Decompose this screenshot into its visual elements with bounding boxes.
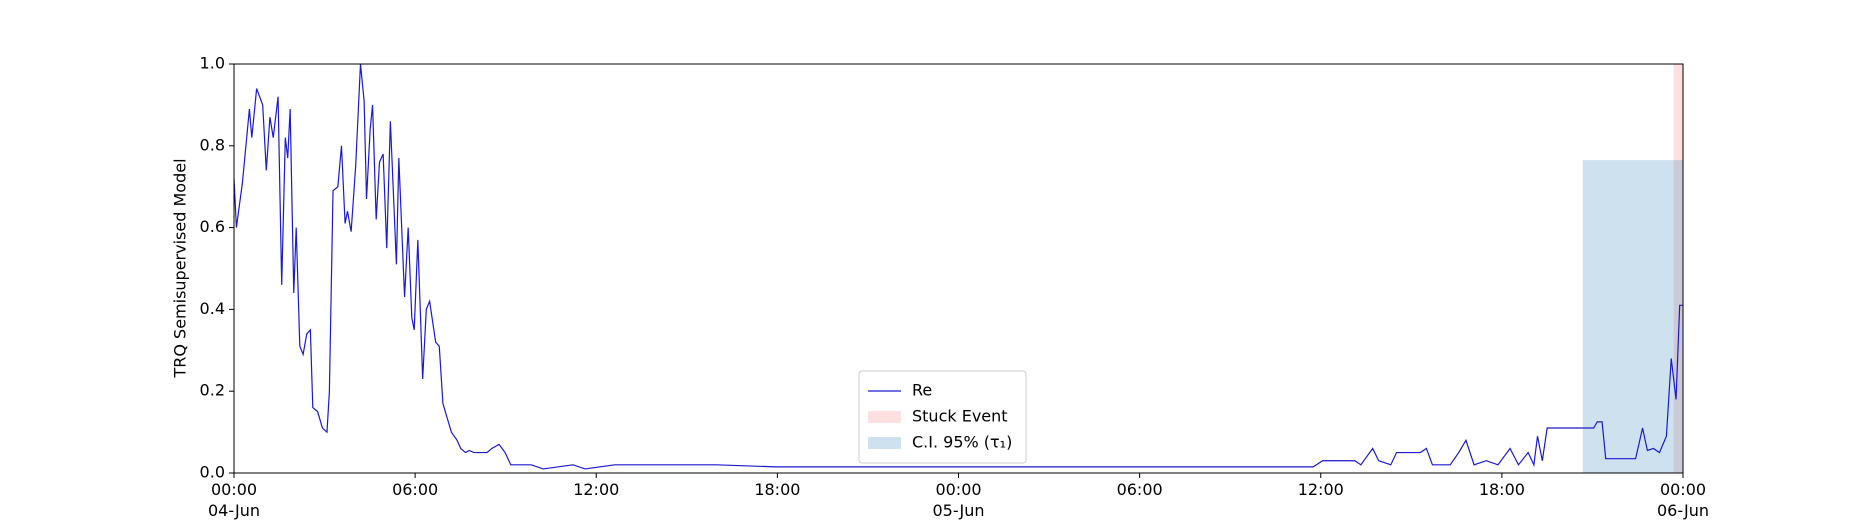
legend-label: C.I. 95% (τ₁) xyxy=(912,433,1012,452)
legend-box xyxy=(858,370,1027,464)
legend-label: Re xyxy=(912,381,932,400)
y-tick-label: 0.6 xyxy=(200,217,225,236)
legend-label: Stuck Event xyxy=(912,407,1008,426)
x-tick-label: 12:00 xyxy=(1298,480,1344,499)
line xyxy=(233,63,1683,470)
y-tick-label: 0.2 xyxy=(200,381,225,400)
x-tick-label: 06:00 xyxy=(1117,480,1163,499)
y-axis-label: TRQ Semisupervised Model xyxy=(171,158,190,378)
x-tick-label: 18:00 xyxy=(754,480,800,499)
x-tick-label: 00:00 06-Jun xyxy=(1657,480,1709,520)
y-tick-label: 0.4 xyxy=(200,299,225,318)
y-tick-label: 1.0 xyxy=(200,54,225,73)
x-tick-label: 12:00 xyxy=(573,480,619,499)
x-tick-label: 00:00 05-Jun xyxy=(932,480,984,520)
span xyxy=(1582,160,1683,474)
y-tick-label: 0.0 xyxy=(200,463,225,482)
span xyxy=(1673,64,1683,473)
x-tick-label: 18:00 xyxy=(1479,480,1525,499)
y-tick-label: 0.8 xyxy=(200,135,225,154)
x-tick-label: 06:00 xyxy=(392,480,438,499)
legend-swatch xyxy=(868,411,901,423)
legend-swatch xyxy=(868,437,901,449)
